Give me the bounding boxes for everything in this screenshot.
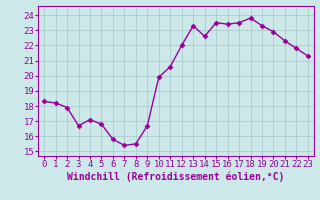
X-axis label: Windchill (Refroidissement éolien,°C): Windchill (Refroidissement éolien,°C): [67, 172, 285, 182]
